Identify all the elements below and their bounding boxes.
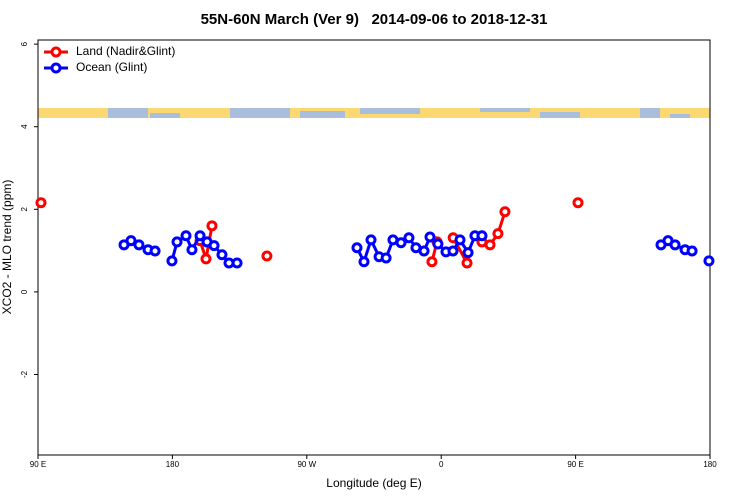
data-point [200,253,212,265]
data-point [186,244,198,256]
data-point [35,197,47,209]
data-point [351,242,363,254]
x-tick-label: 180 [166,460,180,469]
legend-marker [50,62,62,74]
data-point [166,255,178,267]
legend-marker [50,46,62,58]
x-tick-label: 180 [703,460,717,469]
data-point [462,247,474,259]
x-tick-label: 90 E [567,460,583,469]
x-axis-label: Longitude (deg E) [326,476,421,490]
map-strip [38,108,710,118]
data-point [426,256,438,268]
y-tick-label: -2 [20,370,29,378]
data-point [206,220,218,232]
data-point [133,239,145,251]
data-point [365,234,377,246]
y-tick-label: 4 [20,124,29,129]
data-point [703,255,715,267]
data-point [380,252,392,264]
data-point [149,245,161,257]
y-axis-label: XCO2 - MLO trend (ppm) [0,180,14,315]
data-point [208,240,220,252]
data-point [358,256,370,268]
data-point [424,231,436,243]
data-point [572,197,584,209]
data-point [171,236,183,248]
x-tick-label: 90 E [30,460,46,469]
y-tick-label: 0 [20,289,29,294]
data-point [418,245,430,257]
data-point [454,234,466,246]
y-tick-label: 2 [20,207,29,212]
data-point [261,250,273,262]
data-point [476,230,488,242]
data-point [180,230,192,242]
x-tick-label: 90 W [297,460,316,469]
data-point [686,245,698,257]
data-point [125,235,137,247]
data-point [461,257,473,269]
data-point [447,245,459,257]
data-point [484,239,496,251]
data-point [492,228,504,240]
y-tick-label: 6 [20,41,29,46]
legend-label: Ocean (Glint) [76,60,147,74]
data-point [395,237,407,249]
data-point [216,249,228,261]
data-point [499,206,511,218]
data-point [432,238,444,250]
plot-frame [37,39,711,456]
data-point [194,230,206,242]
data-point [231,257,243,269]
legend-label: Land (Nadir&Glint) [76,44,175,58]
chart-title: 55N-60N March (Ver 9) 2014-09-06 to 2018… [201,11,548,28]
x-tick-label: 0 [439,460,444,469]
data-point [403,232,415,244]
data-point [669,239,681,251]
